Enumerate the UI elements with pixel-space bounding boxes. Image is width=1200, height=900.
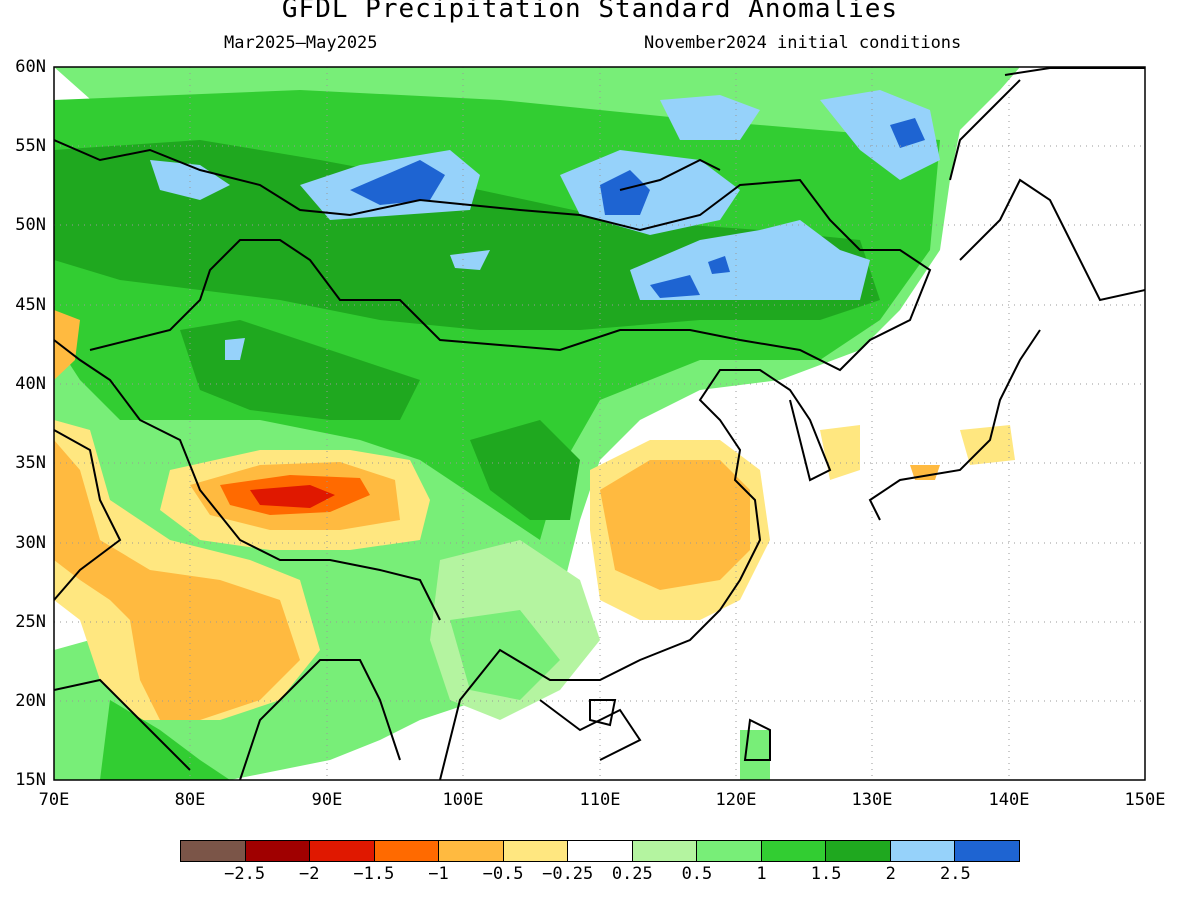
colorbar-swatch: [310, 841, 375, 861]
colorbar-swatch: [568, 841, 633, 861]
lon-label: 70E: [38, 790, 70, 810]
lon-label: 100E: [442, 790, 484, 810]
colorbar-label: −1: [428, 864, 449, 884]
colorbar-label: −2.5: [224, 864, 266, 884]
colorbar-label: 1.5: [810, 864, 842, 884]
colorbar-swatch: [632, 841, 698, 861]
colorbar-label: 0.5: [681, 864, 713, 884]
colorbar-swatch: [826, 841, 891, 861]
lat-label: 45N: [15, 295, 46, 315]
lon-label: 130E: [851, 790, 893, 810]
lat-label: 55N: [15, 136, 46, 156]
colorbar-label: 1: [756, 864, 767, 884]
colorbar-swatch: [761, 841, 827, 861]
lon-label: 140E: [988, 790, 1030, 810]
coastlines: [54, 67, 1145, 780]
colorbar-swatch: [181, 841, 246, 861]
colorbar-label: 2.5: [940, 864, 971, 884]
colorbar-swatch: [439, 841, 504, 861]
initial-conditions: November2024 initial conditions: [644, 33, 962, 53]
colorbar-label: −0.5: [482, 864, 524, 884]
colorbar: [180, 840, 1020, 862]
lat-label: 60N: [15, 57, 46, 77]
lat-label: 35N: [15, 453, 46, 473]
colorbar-label: 2: [885, 864, 896, 884]
colorbar-label: 0.25: [611, 864, 653, 884]
lon-label: 150E: [1124, 790, 1166, 810]
lat-label: 40N: [15, 374, 46, 394]
lat-label: 25N: [15, 612, 46, 632]
lat-label: 20N: [15, 691, 46, 711]
lon-label: 110E: [579, 790, 621, 810]
forecast-period: Mar2025—May2025: [224, 33, 378, 53]
graticule: [54, 67, 1145, 780]
map-frame: [53, 66, 1146, 781]
colorbar-swatch: [374, 841, 440, 861]
lat-label: 30N: [15, 533, 46, 553]
lon-label: 80E: [174, 790, 206, 810]
colorbar-swatch: [697, 841, 762, 861]
map-title: GFDL Precipitation Standard Anomalies: [281, 0, 899, 24]
colorbar-label: −0.25: [542, 864, 594, 884]
colorbar-swatch: [245, 841, 311, 861]
lat-label: 50N: [15, 215, 46, 235]
colorbar-swatch: [890, 841, 956, 861]
lon-label: 120E: [715, 790, 757, 810]
colorbar-swatch: [503, 841, 569, 861]
colorbar-label: −1.5: [353, 864, 395, 884]
lat-label: 15N: [15, 770, 46, 790]
colorbar-swatch: [955, 841, 1019, 861]
lon-label: 90E: [311, 790, 343, 810]
anomaly-field: [54, 67, 1145, 780]
colorbar-label: −2: [298, 864, 320, 884]
